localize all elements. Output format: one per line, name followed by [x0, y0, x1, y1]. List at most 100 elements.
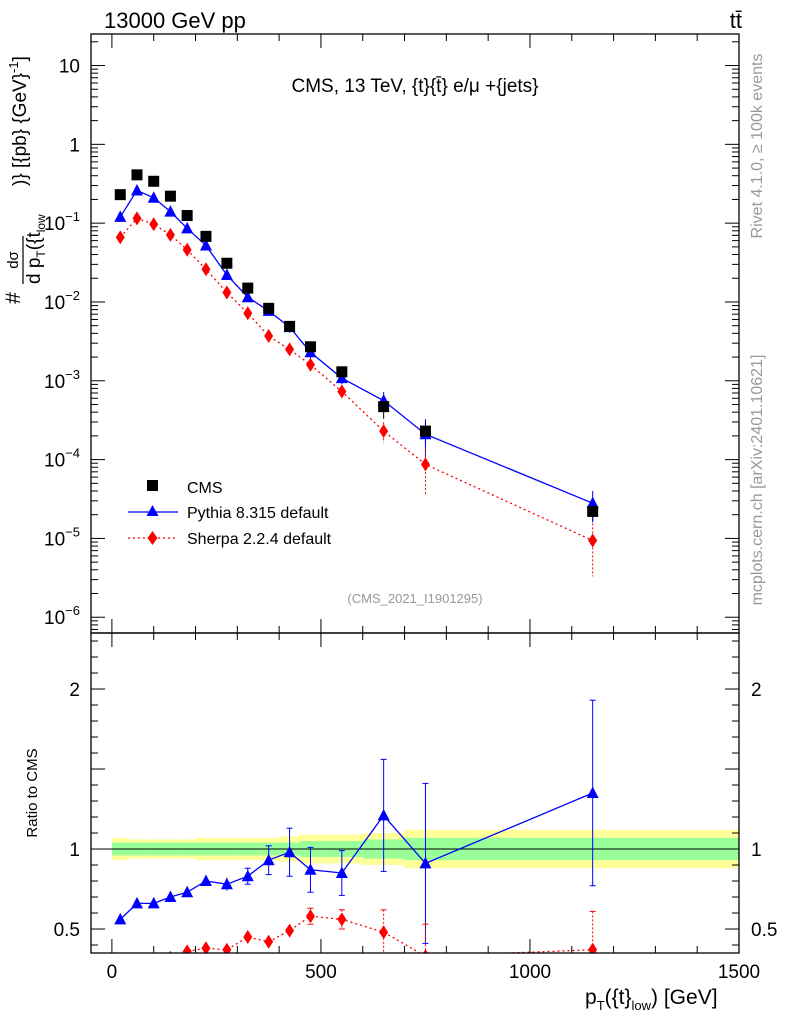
y-tick-exponent: −3 [65, 367, 80, 382]
marker-triangle [241, 290, 254, 303]
marker-square [378, 401, 390, 413]
pythia-line [119, 189, 593, 504]
marker-square [336, 366, 348, 378]
y-tick-label: 10−5 [44, 524, 80, 550]
marker-diamond [201, 941, 211, 953]
x-tick-label: 500 [305, 962, 337, 983]
y-tick-exponent: −5 [65, 524, 80, 539]
ylabel-den-rest: ({t [24, 232, 45, 251]
marker-square [284, 320, 296, 332]
marker-triangle [114, 912, 127, 925]
ratio-y-label: Ratio to CMS [24, 748, 41, 837]
marker-triangle [130, 183, 143, 196]
marker-diamond [165, 227, 175, 242]
marker-diamond [243, 930, 253, 944]
marker-diamond [337, 912, 347, 927]
marker-diamond [285, 342, 295, 357]
sherpa-ratio-line [181, 915, 593, 953]
marker-square [181, 210, 193, 222]
header-energy: 13000 GeV pp [104, 8, 246, 33]
marker-triangle [304, 863, 317, 875]
ratio-tick-label-left: 2 [69, 680, 80, 701]
ratio-data-layer [114, 699, 599, 953]
chart-title: CMS, 13 TeV, {t}{t̄} e/μ +{jets} [291, 76, 538, 97]
y-tick-base: 1 [69, 135, 80, 156]
marker-diamond [337, 384, 347, 399]
marker-diamond [588, 533, 598, 548]
marker-diamond [201, 262, 211, 277]
y-tick-base: 10 [59, 57, 80, 78]
ratio-tick-label-right: 1 [751, 840, 762, 861]
ylabel-den-low: low [34, 214, 48, 232]
marker-triangle [586, 496, 599, 509]
marker-triangle [114, 210, 127, 222]
marker-diamond [379, 424, 389, 439]
header-process: tt̄ [730, 8, 742, 33]
xlabel-low: low [632, 998, 652, 1013]
ylabel-units-exp: -1 [6, 61, 21, 73]
marker-diamond [149, 217, 159, 232]
y-tick-exponent: −6 [65, 603, 80, 618]
ylabel-hash: # [2, 292, 25, 304]
marker-diamond [420, 457, 430, 472]
x-tick-label: 0 [107, 962, 118, 983]
y-tick-base: 10 [44, 451, 65, 472]
x-tick-label: 1500 [718, 962, 760, 983]
y-tick-label: 10−4 [44, 446, 80, 472]
marker-triangle [419, 856, 432, 869]
main-data-layer [114, 169, 599, 577]
marker-triangle [586, 786, 599, 798]
ratio-y-ticks: 0.5 0.5 1 1 2 2 [54, 640, 777, 946]
y-tick-label: 10−6 [44, 603, 80, 629]
legend-pythia-marker [146, 505, 159, 516]
y-tick-label: 10−2 [44, 288, 80, 314]
marker-square [148, 175, 160, 187]
marker-diamond [305, 357, 315, 372]
y-tick-label: 10 [59, 57, 80, 78]
y-tick-base: 10 [44, 214, 65, 235]
legend-sherpa-marker [147, 531, 158, 545]
y-tick-base: 10 [44, 372, 65, 393]
marker-diamond [264, 934, 274, 949]
ratio-error-bands [91, 829, 739, 869]
y-axis-label: # dσ d pT({tlow )} [{pb} {GeV}-1] [2, 56, 48, 304]
marker-square [263, 302, 275, 314]
y-tick-base: 10 [44, 293, 65, 314]
xlabel-mid: ({t} [605, 986, 632, 1009]
marker-diamond [379, 925, 389, 940]
xlabel-sub-t: T [597, 998, 605, 1013]
marker-triangle [262, 853, 275, 866]
marker-triangle [164, 205, 177, 217]
ylabel-units: )} [{pb} {GeV} [10, 73, 31, 186]
marker-triangle [335, 371, 348, 384]
marker-square [419, 425, 431, 437]
marker-triangle [220, 877, 233, 890]
x-tick-label: 1000 [509, 962, 551, 983]
ylabel-numerator: dσ [5, 250, 22, 268]
y-tick-base: 10 [44, 529, 65, 550]
marker-diamond [264, 329, 274, 344]
legend-item-pythia: Pythia 8.315 default [128, 505, 329, 522]
y-tick-exponent: −2 [65, 288, 80, 303]
marker-triangle [377, 808, 390, 821]
marker-triangle [181, 221, 194, 234]
ratio-tick-label-left: 0.5 [54, 920, 80, 941]
legend-item-cms: CMS [147, 480, 223, 497]
marker-square [304, 341, 316, 353]
svg-text:d pT({tlow: d pT({tlow [24, 214, 48, 284]
legend-cms-marker [147, 480, 158, 491]
legend-cms-label: CMS [187, 480, 223, 497]
marker-square [114, 189, 126, 201]
rivet-label: Rivet 4.1.0, ≥ 100k events [749, 54, 766, 239]
marker-square [131, 169, 143, 181]
marker-triangle [181, 885, 194, 898]
marker-square [587, 505, 599, 517]
marker-triangle [283, 845, 296, 858]
marker-square [164, 190, 176, 202]
marker-diamond [285, 923, 295, 938]
svg-text:#: # [2, 292, 25, 304]
marker-triangle [335, 866, 348, 878]
marker-diamond [222, 942, 232, 953]
